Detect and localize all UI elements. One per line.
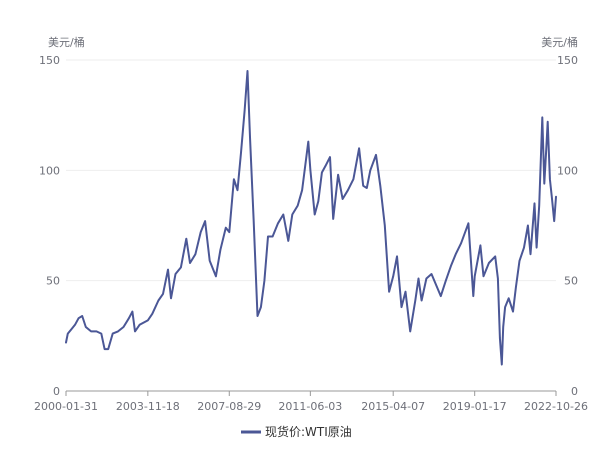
y-tick-label-right: 150 — [557, 54, 578, 67]
legend[interactable]: 现货价:WTI原油 — [241, 424, 352, 439]
legend-label: 现货价:WTI原油 — [265, 424, 352, 439]
x-axis: 2000-01-31 2003-11-18 2007-08-29 2011-06-03… — [34, 390, 588, 413]
x-tick-label: 2000-01-31 — [34, 400, 98, 413]
y-tick-label-right: 50 — [564, 275, 578, 288]
y-tick-label-right: 100 — [557, 164, 578, 177]
y-tick-label-left: 150 — [39, 54, 60, 67]
y-unit-left: 美元/桶 — [48, 35, 85, 49]
y-tick-label-right: 0 — [571, 385, 578, 398]
x-tick-label: 2011-06-03 — [278, 400, 342, 413]
x-tick-label: 2015-04-07 — [361, 400, 425, 413]
x-tick-label: 2003-11-18 — [116, 400, 180, 413]
x-tick-label: 2022-10-26 — [524, 400, 588, 413]
x-tick-label: 2007-08-29 — [197, 400, 261, 413]
y-tick-label-left: 50 — [46, 275, 60, 288]
x-tick-label: 2019-01-17 — [443, 400, 507, 413]
series-layer — [65, 70, 557, 366]
y-tick-labels: 0 0 50 50 100 100 150 150 — [39, 54, 578, 398]
y-tick-label-left: 100 — [39, 164, 60, 177]
series-line-wti — [65, 70, 557, 366]
y-tick-label-left: 0 — [53, 385, 60, 398]
y-unit-right: 美元/桶 — [541, 35, 578, 49]
